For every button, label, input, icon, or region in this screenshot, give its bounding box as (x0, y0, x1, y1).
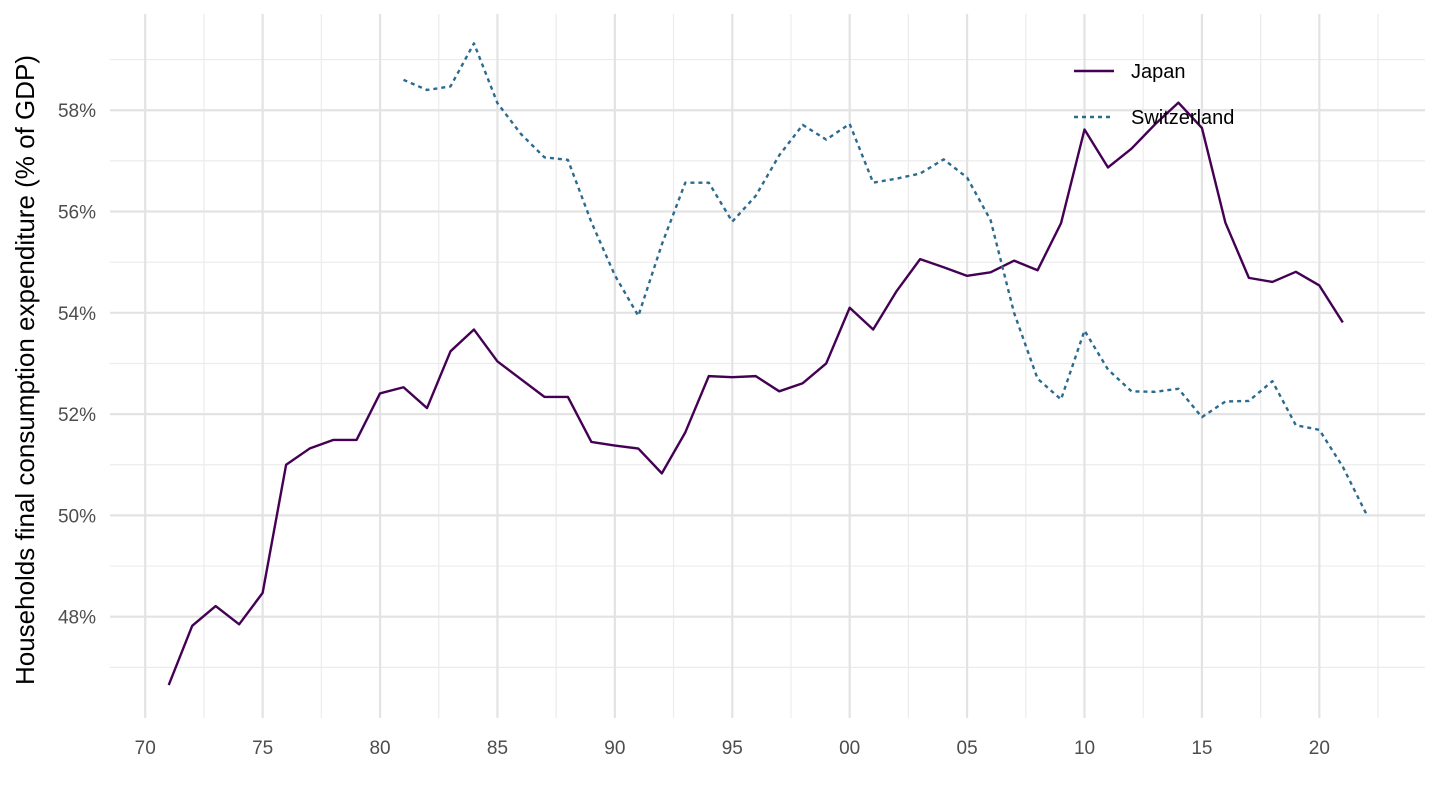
y-tick-label: 56% (58, 203, 96, 224)
x-tick-label: 10 (1074, 738, 1095, 759)
x-tick-label: 00 (839, 738, 860, 759)
y-tick-label: 54% (58, 304, 96, 325)
x-tick-label: 90 (604, 738, 625, 759)
x-tick-label: 15 (1191, 738, 1212, 759)
series-line-japan (167, 101, 1344, 686)
x-tick-label: 20 (1309, 738, 1330, 759)
x-tick-label: 85 (487, 738, 508, 759)
x-tick-label: 70 (135, 738, 156, 759)
legend: Japan Switzerland (1074, 61, 1234, 129)
x-tick-label: 80 (369, 738, 390, 759)
y-axis-tick-labels: 48% 50% 52% 54% 56% 58% (58, 101, 96, 628)
series-line-switzerland (403, 42, 1368, 515)
x-tick-label: 95 (722, 738, 743, 759)
y-tick-label: 52% (58, 405, 96, 426)
legend-label: Japan (1131, 61, 1186, 83)
legend-label: Switzerland (1131, 107, 1234, 129)
y-tick-label: 50% (58, 506, 96, 527)
x-tick-label: 05 (957, 738, 978, 759)
series-layer (167, 42, 1368, 686)
x-tick-label: 75 (252, 738, 273, 759)
y-tick-label: 48% (58, 608, 96, 629)
y-tick-label: 58% (58, 101, 96, 122)
x-axis-tick-labels: 70 75 80 85 90 95 00 05 10 15 20 (135, 738, 1330, 759)
minor-gridlines (110, 14, 1425, 718)
y-axis-title: Households final consumption expenditure… (10, 55, 40, 685)
